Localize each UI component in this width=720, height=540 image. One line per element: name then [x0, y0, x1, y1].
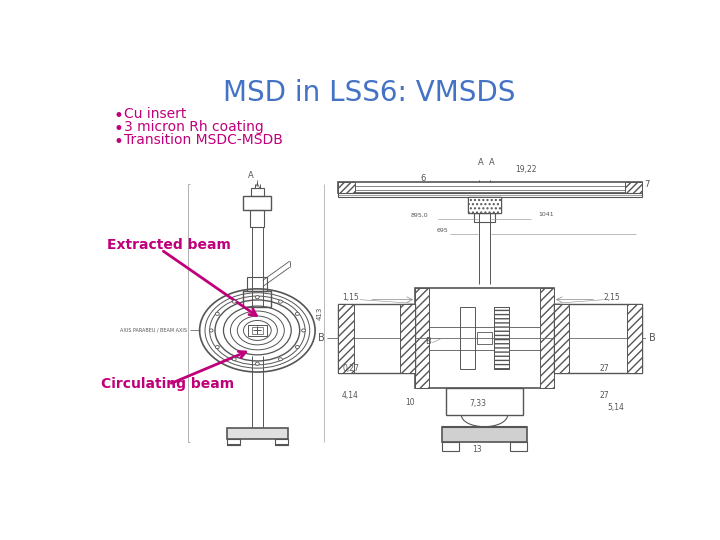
Text: 895,0: 895,0 [410, 212, 428, 218]
Text: 7,33: 7,33 [469, 399, 486, 408]
Ellipse shape [233, 357, 236, 361]
Bar [467, 197, 501, 213]
Text: A: A [490, 158, 495, 167]
Bar [494, 307, 509, 369]
Text: Circulating beam: Circulating beam [101, 377, 234, 390]
Text: 3 micron Rh coating: 3 micron Rh coating [124, 120, 264, 134]
Text: 1041: 1041 [539, 212, 554, 218]
Bar [442, 442, 459, 451]
Text: 1,15: 1,15 [342, 293, 359, 302]
Bar [243, 291, 271, 307]
Bar [338, 182, 355, 193]
Ellipse shape [295, 346, 300, 349]
Text: MSD in LSS6: VMSDS: MSD in LSS6: VMSDS [222, 79, 516, 107]
Ellipse shape [256, 362, 259, 365]
Ellipse shape [256, 295, 259, 299]
Bar [477, 332, 492, 345]
Ellipse shape [295, 312, 300, 315]
Bar [494, 307, 509, 369]
Bar [275, 439, 288, 445]
Text: •: • [113, 107, 123, 125]
Bar [243, 197, 271, 210]
Text: Extracted beam: Extracted beam [107, 238, 231, 252]
Text: •: • [113, 120, 123, 138]
Text: •: • [113, 133, 123, 151]
Bar [227, 439, 240, 445]
Ellipse shape [215, 312, 220, 315]
Text: 27: 27 [600, 392, 610, 400]
Bar [627, 303, 642, 373]
Text: 2,15: 2,15 [604, 293, 621, 302]
Ellipse shape [302, 329, 305, 332]
Bar [338, 303, 415, 373]
Bar [626, 182, 642, 193]
Bar [248, 325, 266, 336]
Ellipse shape [210, 329, 213, 332]
Text: 27: 27 [600, 364, 610, 374]
Bar [474, 213, 495, 222]
Bar [227, 428, 288, 439]
Text: 13: 13 [472, 446, 482, 454]
Text: 5,14: 5,14 [608, 403, 624, 412]
Bar [251, 188, 264, 197]
Text: B: B [649, 333, 655, 343]
Ellipse shape [279, 300, 282, 303]
Bar [554, 303, 570, 373]
Bar [467, 197, 501, 213]
Bar [442, 427, 527, 442]
Ellipse shape [215, 346, 220, 349]
Bar [248, 278, 267, 291]
Bar [446, 388, 523, 415]
Bar [400, 303, 415, 373]
Text: 4,14: 4,14 [342, 392, 359, 400]
Text: 7: 7 [644, 180, 650, 190]
Text: 413: 413 [317, 307, 323, 320]
Text: A: A [478, 158, 484, 167]
Text: AXIS PARABEU / BEAM AXIS: AXIS PARABEU / BEAM AXIS [120, 328, 186, 333]
Bar [252, 327, 263, 334]
Text: Transition MSDC-MSDB: Transition MSDC-MSDB [124, 133, 283, 147]
Ellipse shape [233, 300, 236, 303]
Bar [338, 193, 642, 197]
Bar [415, 288, 429, 388]
Bar [338, 182, 642, 193]
Bar [251, 210, 264, 226]
Bar [415, 288, 554, 388]
Bar [540, 288, 554, 388]
Text: B: B [425, 338, 431, 347]
Text: Cu insert: Cu insert [124, 107, 186, 121]
Ellipse shape [279, 357, 282, 361]
Bar [554, 303, 642, 373]
Text: 0,27: 0,27 [342, 364, 359, 374]
Bar [510, 442, 527, 451]
Text: 6: 6 [420, 174, 426, 183]
Text: B: B [318, 333, 324, 343]
Text: 10: 10 [405, 397, 415, 407]
Text: 19,22: 19,22 [516, 165, 537, 174]
Bar [338, 303, 354, 373]
Bar [460, 307, 475, 369]
Text: 695: 695 [436, 228, 448, 233]
Text: A: A [248, 171, 254, 179]
